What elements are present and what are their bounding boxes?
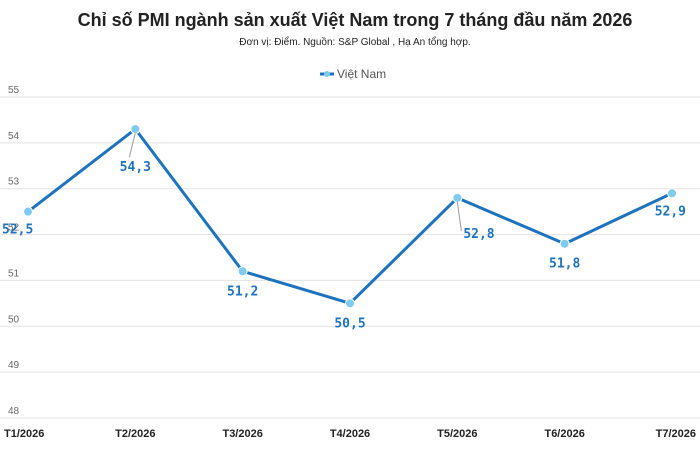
series-layer (23, 124, 677, 309)
data-point[interactable] (23, 206, 33, 217)
data-point[interactable] (237, 266, 248, 277)
x-tick-label: T4/2026 (330, 428, 370, 440)
data-label: 52,5 (2, 223, 33, 238)
data-label-layer: 52,5 54,3 51,2 50,5 52,8 51,8 52,9 (2, 132, 686, 331)
y-axis: 48 49 50 51 52 53 54 55 (8, 85, 20, 417)
data-label: 51,2 (227, 284, 258, 299)
x-tick-label: T1/2026 (4, 428, 44, 440)
data-point[interactable] (452, 192, 463, 203)
y-tick-label: 48 (8, 406, 20, 417)
y-tick-label: 53 (8, 177, 20, 188)
x-tick-label: T2/2026 (115, 428, 155, 440)
x-tick-label: T7/2026 (656, 428, 696, 440)
legend[interactable]: Việt Nam (320, 67, 386, 81)
data-label: 50,5 (334, 316, 365, 331)
y-tick-label: 52 (8, 223, 20, 234)
data-point[interactable] (667, 188, 677, 199)
legend-label: Việt Nam (337, 67, 386, 81)
data-point[interactable] (559, 238, 570, 249)
x-axis: T1/2026 T2/2026 T3/2026 T4/2026 T5/2026 T6/20… (4, 428, 696, 440)
series-line-viet-nam (27, 127, 673, 305)
y-tick-label: 51 (8, 268, 20, 279)
data-label: 52,8 (463, 227, 494, 242)
chart-subtitle: Đơn vị: Điểm. Nguồn: S&P Global , Hạ An … (239, 36, 470, 48)
x-tick-label: T6/2026 (544, 428, 584, 440)
chart-title: Chỉ số PMI ngành sản xuất Việt Nam trong… (78, 10, 633, 30)
y-tick-label: 54 (8, 131, 20, 142)
y-tick-label: 49 (8, 360, 20, 371)
data-point[interactable] (345, 298, 355, 309)
y-tick-label: 50 (8, 314, 20, 325)
grid-layer (0, 96, 700, 419)
data-label: 51,8 (549, 257, 580, 272)
data-label: 54,3 (120, 160, 151, 175)
y-tick-label: 55 (8, 85, 20, 96)
data-label: 52,9 (655, 204, 686, 219)
x-tick-label: T3/2026 (222, 428, 262, 440)
x-tick-label: T5/2026 (437, 428, 477, 440)
label-leader-line (128, 132, 136, 158)
legend-marker-icon (324, 71, 330, 77)
label-leader-line (456, 201, 462, 231)
data-point[interactable] (130, 124, 141, 135)
